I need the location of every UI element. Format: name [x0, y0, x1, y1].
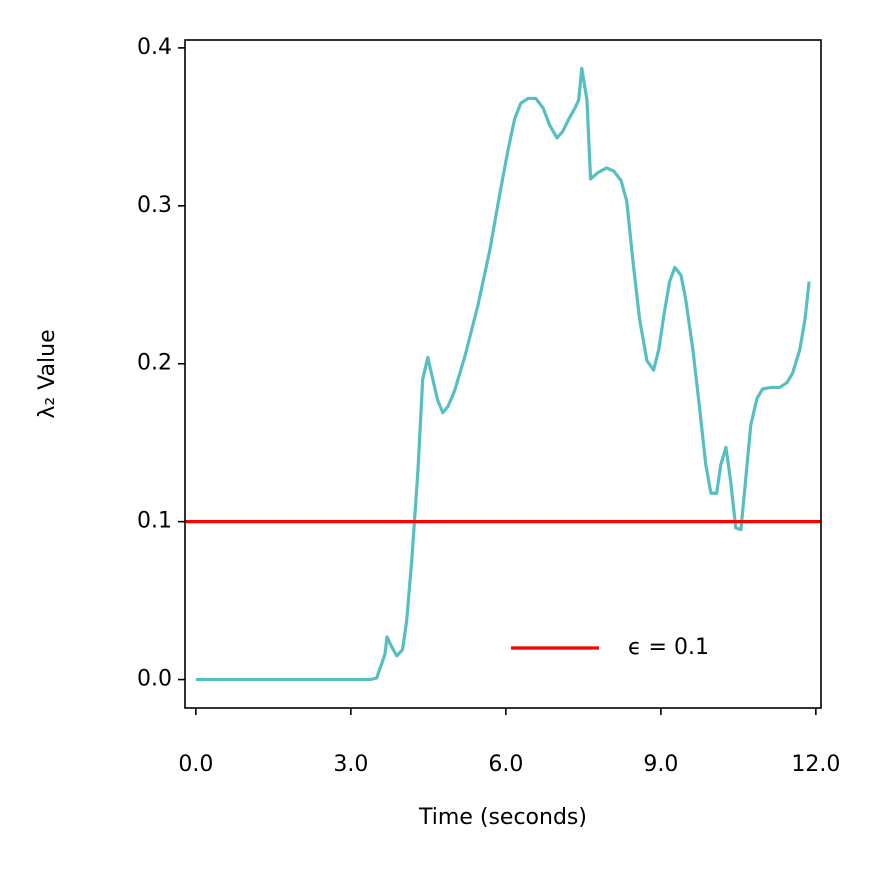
- y-tick-label: 0.0: [137, 667, 172, 692]
- y-tick-label: 0.3: [137, 193, 172, 218]
- data-line: [195, 66, 811, 682]
- x-axis-label: Time (seconds): [418, 805, 587, 830]
- x-tick-label: 9.0: [643, 752, 678, 777]
- legend-label: ϵ = 0.1: [628, 635, 709, 660]
- x-tick-label: 0.0: [178, 752, 213, 777]
- y-axis-label: λ₂ Value: [35, 329, 60, 418]
- plot-frame: [184, 39, 822, 709]
- x-tick-label: 3.0: [333, 752, 368, 777]
- y-tick-label: 0.1: [137, 509, 172, 534]
- x-tick-label: 12.0: [791, 752, 840, 777]
- y-tick-label: 0.4: [137, 35, 172, 60]
- y-tick-label: 0.2: [137, 351, 172, 376]
- x-tick-label: 6.0: [488, 752, 523, 777]
